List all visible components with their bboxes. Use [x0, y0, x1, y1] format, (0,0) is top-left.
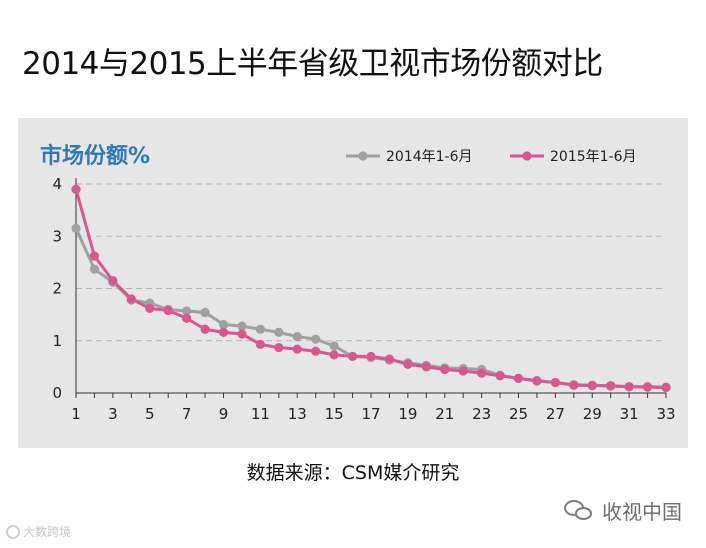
- y-tick-label: 1: [52, 332, 62, 350]
- data-point: [458, 366, 468, 376]
- x-tick-label: 5: [145, 405, 155, 423]
- data-point: [108, 276, 118, 286]
- x-tick-label: 29: [583, 405, 602, 423]
- legend-swatch-marker: [358, 151, 368, 161]
- x-tick-label: 9: [219, 405, 229, 423]
- data-point: [182, 313, 192, 323]
- data-point: [421, 362, 431, 372]
- data-point: [311, 346, 321, 356]
- data-point: [274, 342, 284, 353]
- watermark-left-text: 大数跨境: [23, 525, 72, 539]
- x-tick-label: 31: [620, 405, 639, 423]
- data-point: [182, 306, 192, 316]
- y-axis-title: 市场份额%: [40, 143, 150, 169]
- x-tick-label: 15: [325, 405, 344, 423]
- data-point: [569, 380, 579, 390]
- data-point: [237, 329, 247, 339]
- data-point: [403, 359, 413, 369]
- x-tick-label: 33: [656, 405, 675, 423]
- y-tick-label: 0: [52, 384, 62, 402]
- x-tick-label: 23: [472, 405, 491, 423]
- data-point: [606, 381, 616, 391]
- data-point: [550, 377, 560, 388]
- y-tick-label: 3: [52, 227, 62, 245]
- x-tick-label: 27: [546, 405, 565, 423]
- data-point: [440, 364, 450, 375]
- x-tick-label: 17: [361, 405, 380, 423]
- data-point: [642, 382, 653, 392]
- logo-icon: [6, 524, 20, 539]
- legend-swatch-marker: [522, 151, 532, 161]
- data-point: [329, 341, 339, 351]
- wechat-icon: [564, 499, 594, 522]
- data-point: [255, 339, 265, 350]
- data-point: [311, 334, 321, 344]
- data-point: [624, 382, 634, 392]
- data-point: [218, 319, 229, 330]
- legend-label: 2015年1-6月: [550, 149, 637, 165]
- x-tick-label: 3: [108, 405, 118, 423]
- watermark-left: 大数跨境: [6, 523, 71, 540]
- data-point: [71, 223, 81, 234]
- data-point: [347, 351, 358, 362]
- data-point: [218, 327, 229, 337]
- data-point: [661, 382, 671, 392]
- x-tick-label: 19: [398, 405, 417, 423]
- x-tick-label: 1: [71, 405, 81, 423]
- page-title: 2014与2015上半年省级卫视市场份额对比: [22, 46, 603, 82]
- data-point: [126, 294, 136, 304]
- data-point: [89, 251, 100, 261]
- source-note: 数据来源：CSM媒介研究: [246, 462, 460, 484]
- watermark-right-text: 收视中国: [602, 500, 682, 524]
- data-point: [292, 331, 302, 342]
- y-tick-label: 4: [52, 175, 62, 193]
- x-tick-label: 21: [435, 405, 454, 423]
- data-point: [292, 344, 302, 354]
- data-point: [163, 305, 173, 316]
- data-point: [329, 350, 339, 360]
- data-point: [237, 321, 247, 331]
- y-tick-label: 2: [52, 280, 62, 298]
- x-tick-label: 7: [182, 405, 192, 423]
- chart-panel: 0 1 2 3 4 1 3 5 7 9 11 13 15 17 19 21 23 25 27 29 31 33 市场份额% 2…: [18, 118, 688, 448]
- data-point: [89, 264, 100, 274]
- data-point: [274, 327, 284, 337]
- data-point: [366, 351, 376, 362]
- data-point: [513, 373, 524, 383]
- data-point: [384, 354, 395, 364]
- watermark-right: 收视中国: [564, 496, 682, 525]
- x-tick-label: 25: [509, 405, 528, 423]
- data-point: [495, 371, 505, 381]
- data-point: [477, 368, 487, 378]
- data-point: [587, 381, 597, 391]
- x-tick-label: 13: [288, 405, 307, 423]
- legend-label: 2014年1-6月: [386, 149, 473, 165]
- data-point: [532, 376, 542, 386]
- data-point: [200, 307, 210, 318]
- data-point: [71, 184, 81, 194]
- x-tick-label: 11: [251, 405, 270, 423]
- data-point: [255, 324, 265, 334]
- data-point: [200, 324, 210, 334]
- data-point: [145, 303, 155, 313]
